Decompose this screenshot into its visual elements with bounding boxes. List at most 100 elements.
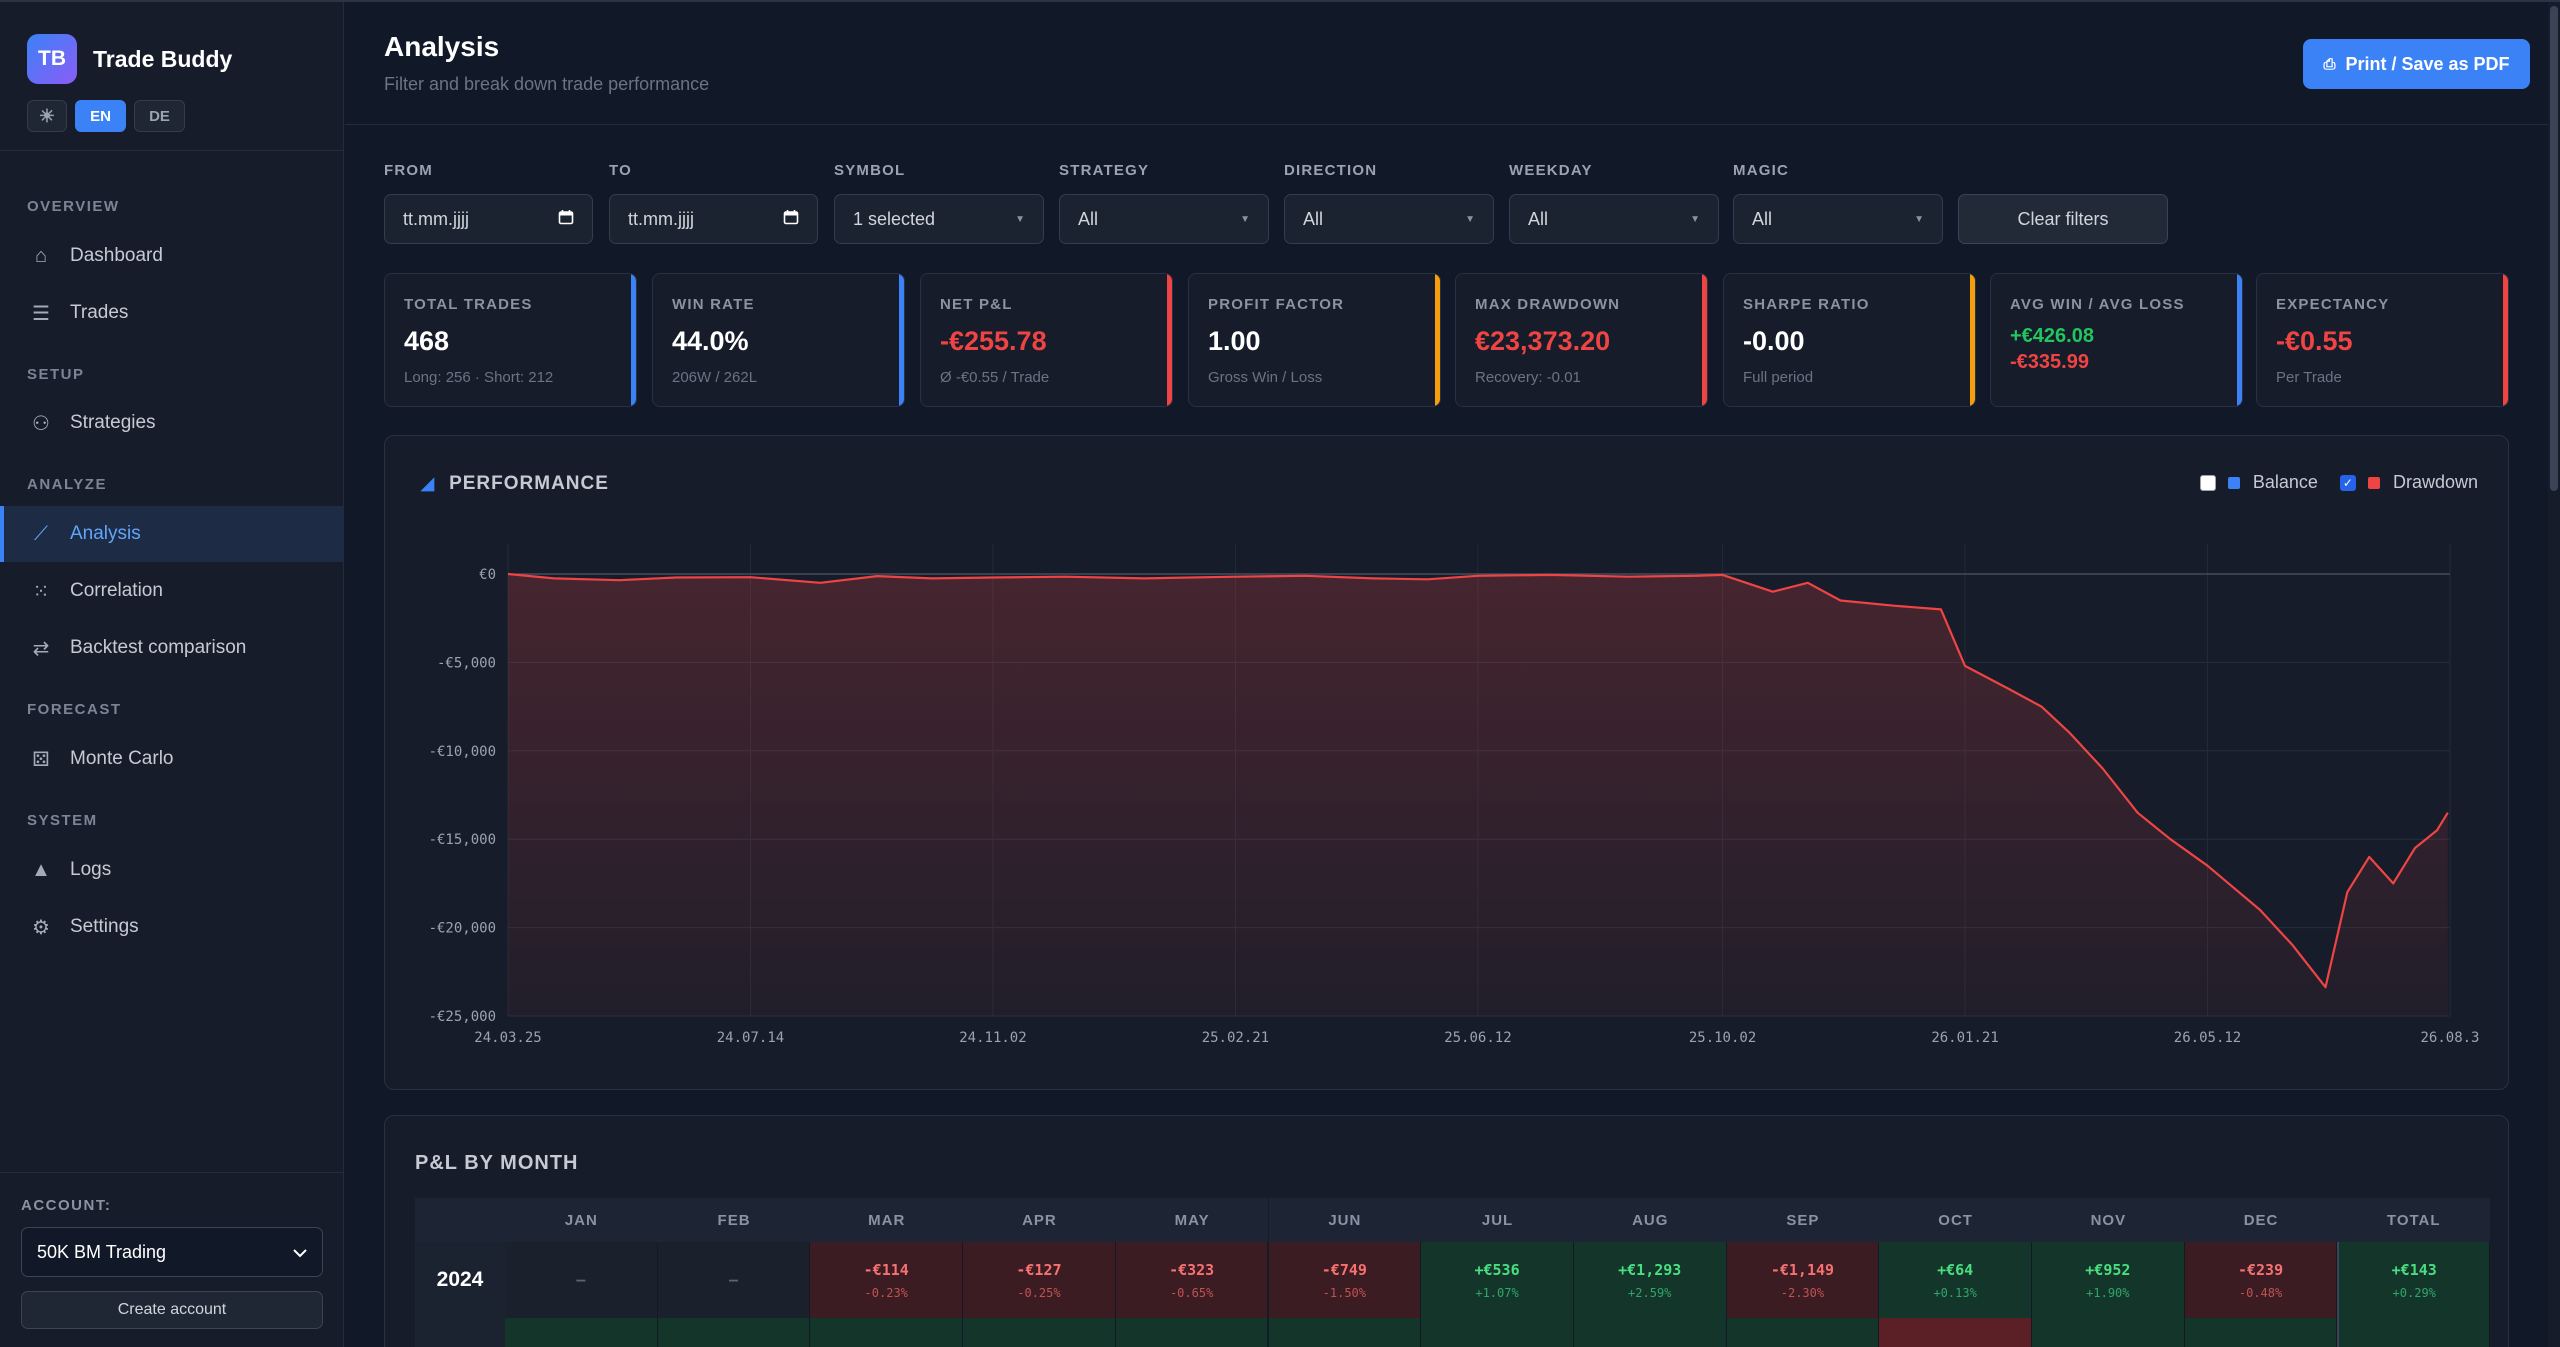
nav-section-setup: SETUP bbox=[27, 366, 85, 383]
month-header: NOV bbox=[2032, 1198, 2185, 1242]
lang-de-button[interactable]: DE bbox=[134, 100, 185, 132]
month-cell[interactable]: -€1,827 bbox=[1879, 1318, 2032, 1347]
month-cell[interactable]: -€323 -0.65% bbox=[1115, 1242, 1269, 1318]
stat-label: PROFIT FACTOR bbox=[1208, 296, 1345, 313]
month-cell[interactable]: -€239 -0.48% bbox=[2184, 1242, 2338, 1318]
clear-filters-button[interactable]: Clear filters bbox=[1958, 194, 2168, 244]
scrollbar-thumb[interactable] bbox=[2550, 6, 2558, 491]
month-cell[interactable]: +€952 +1.90% bbox=[2032, 1242, 2185, 1318]
stat-accent-bar bbox=[2237, 274, 2242, 406]
select-value: All bbox=[1078, 208, 1099, 229]
cell-percent: -2.30% bbox=[1780, 1285, 1825, 1300]
legend-balance[interactable]: Balance bbox=[2199, 472, 2318, 493]
cell-percent: +1.90% bbox=[2086, 1285, 2130, 1300]
stat-label: AVG WIN / AVG LOSS bbox=[2010, 296, 2185, 313]
weekday-select[interactable]: All ▼ bbox=[1509, 194, 1719, 244]
month-cell[interactable]: -€1,149 -2.30% bbox=[1726, 1242, 1880, 1318]
sun-icon[interactable]: ☀ bbox=[27, 100, 67, 132]
month-cell[interactable]: +€170 bbox=[963, 1318, 1116, 1347]
sidebar-item-backtest-comparison[interactable]: ⇄ Backtest comparison bbox=[0, 620, 344, 676]
stat-label: SHARPE RATIO bbox=[1743, 296, 1870, 313]
sidebar-item-strategies[interactable]: ⚇ Strategies bbox=[0, 395, 344, 451]
from-date-input[interactable]: tt.mm.jjjj bbox=[384, 194, 593, 244]
language-switcher: ☀ EN DE bbox=[27, 100, 185, 132]
date-value: tt.mm.jjjj bbox=[403, 208, 469, 229]
cell-amount: +€64 bbox=[1937, 1260, 1974, 1279]
magic-select[interactable]: All ▼ bbox=[1733, 194, 1943, 244]
y-tick-label: -€5,000 bbox=[437, 655, 496, 671]
month-cell[interactable]: +€1,082 bbox=[1573, 1318, 1727, 1347]
month-cell[interactable]: -€749 -1.50% bbox=[1268, 1242, 1422, 1318]
nav-section-forecast: FORECAST bbox=[27, 701, 122, 718]
year-label: 2025 bbox=[415, 1318, 505, 1347]
cell-amount: – bbox=[576, 1271, 586, 1289]
nav-section-overview: OVERVIEW bbox=[27, 198, 120, 215]
month-header: JUN bbox=[1268, 1198, 1422, 1242]
stat-sub: Per Trade bbox=[2276, 369, 2342, 386]
month-cell[interactable]: +€67 bbox=[810, 1318, 964, 1347]
month-header: DEC bbox=[2184, 1198, 2338, 1242]
stat-value: -0.00 bbox=[1743, 326, 1805, 356]
filter-weekday: WEEKDAY All ▼ bbox=[1509, 162, 1719, 244]
sidebar-item-label: Trades bbox=[70, 302, 129, 323]
account-select[interactable]: 50K BM Trading bbox=[21, 1227, 323, 1277]
month-cell[interactable]: +€255 bbox=[1421, 1318, 1574, 1347]
x-tick-label: 25.10.02 bbox=[1689, 1030, 1756, 1046]
sidebar-item-logs[interactable]: ▲ Logs bbox=[0, 842, 344, 898]
filter-symbol: SYMBOL 1 selected ▼ bbox=[834, 162, 1044, 244]
x-tick-label: 25.02.21 bbox=[1202, 1030, 1269, 1046]
month-cell[interactable]: +€3,351 bbox=[2032, 1318, 2185, 1347]
sidebar-item-trades[interactable]: ☰ Trades bbox=[0, 285, 344, 341]
month-cell[interactable]: – bbox=[657, 1242, 811, 1318]
sidebar-item-dashboard[interactable]: ⌂ Dashboard bbox=[0, 228, 344, 284]
month-cell[interactable]: +€1,844 bbox=[2184, 1318, 2338, 1347]
year-total-cell[interactable]: +€143 +0.29% bbox=[2337, 1242, 2491, 1318]
stat-value: -€255.78 bbox=[940, 326, 1047, 356]
sidebar-item-label: Monte Carlo bbox=[70, 748, 174, 769]
month-cell[interactable]: +€1,591 bbox=[657, 1318, 811, 1347]
month-cell[interactable]: +€2,461 bbox=[1726, 1318, 1880, 1347]
direction-select[interactable]: All ▼ bbox=[1284, 194, 1494, 244]
month-cell[interactable]: +€1,985 bbox=[1268, 1318, 1422, 1347]
month-cell[interactable]: +€1,293 +2.59% bbox=[1573, 1242, 1727, 1318]
stat-label: TOTAL TRADES bbox=[404, 296, 533, 313]
brand[interactable]: TB Trade Buddy bbox=[27, 34, 232, 84]
legend-drawdown[interactable]: ✓ Drawdown bbox=[2339, 472, 2478, 493]
sidebar-item-correlation[interactable]: ⁙ Correlation bbox=[0, 563, 344, 619]
filter-label: DIRECTION bbox=[1284, 162, 1378, 179]
x-tick-label: 26.05.12 bbox=[2174, 1030, 2241, 1046]
caret-down-icon: ▼ bbox=[1240, 213, 1250, 225]
cell-amount: +€143 bbox=[2391, 1260, 2437, 1279]
month-cell[interactable]: -€114 -0.23% bbox=[810, 1242, 964, 1318]
cell-amount: +€1,293 bbox=[1618, 1260, 1682, 1279]
month-cell[interactable]: +€572 bbox=[1115, 1318, 1269, 1347]
print-button[interactable]: ⎙ Print / Save as PDF bbox=[2303, 39, 2530, 89]
month-cell[interactable]: +€64 +0.13% bbox=[1879, 1242, 2032, 1318]
month-cell[interactable]: +€39 bbox=[505, 1318, 658, 1347]
lang-en-button[interactable]: EN bbox=[75, 100, 126, 132]
create-account-button[interactable]: Create account bbox=[21, 1291, 323, 1329]
sidebar-item-label: Analysis bbox=[70, 523, 141, 544]
to-date-input[interactable]: tt.mm.jjjj bbox=[609, 194, 818, 244]
month-cell[interactable]: – bbox=[505, 1242, 658, 1318]
warning-icon: ▲ bbox=[31, 858, 51, 881]
sidebar-item-monte-carlo[interactable]: ⚄ Monte Carlo bbox=[0, 731, 344, 787]
filter-strategy: STRATEGY All ▼ bbox=[1059, 162, 1269, 244]
month-cell[interactable]: +€536 +1.07% bbox=[1421, 1242, 1574, 1318]
sidebar-item-settings[interactable]: ⚙ Settings bbox=[0, 899, 344, 955]
sidebar-item-analysis[interactable]: ⟋ Analysis bbox=[0, 506, 344, 562]
gear-icon: ⚙ bbox=[32, 916, 50, 939]
strategy-select[interactable]: All ▼ bbox=[1059, 194, 1269, 244]
sidebar-item-label: Backtest comparison bbox=[70, 637, 247, 658]
chart-line-icon: ⟋ bbox=[34, 522, 48, 545]
page-scrollbar[interactable] bbox=[2548, 2, 2560, 1347]
year-total-cell[interactable]: +€11,589 bbox=[2337, 1318, 2491, 1347]
stat-accent-bar bbox=[2503, 274, 2508, 406]
symbol-select[interactable]: 1 selected ▼ bbox=[834, 194, 1044, 244]
drawdown-checkbox[interactable]: ✓ bbox=[2339, 474, 2356, 491]
stat-sub: 206W / 262L bbox=[672, 369, 758, 386]
month-cell[interactable]: -€127 -0.25% bbox=[963, 1242, 1116, 1318]
x-tick-label: 24.07.14 bbox=[717, 1030, 784, 1046]
balance-checkbox[interactable] bbox=[2199, 474, 2216, 491]
month-header: APR bbox=[963, 1198, 1116, 1242]
